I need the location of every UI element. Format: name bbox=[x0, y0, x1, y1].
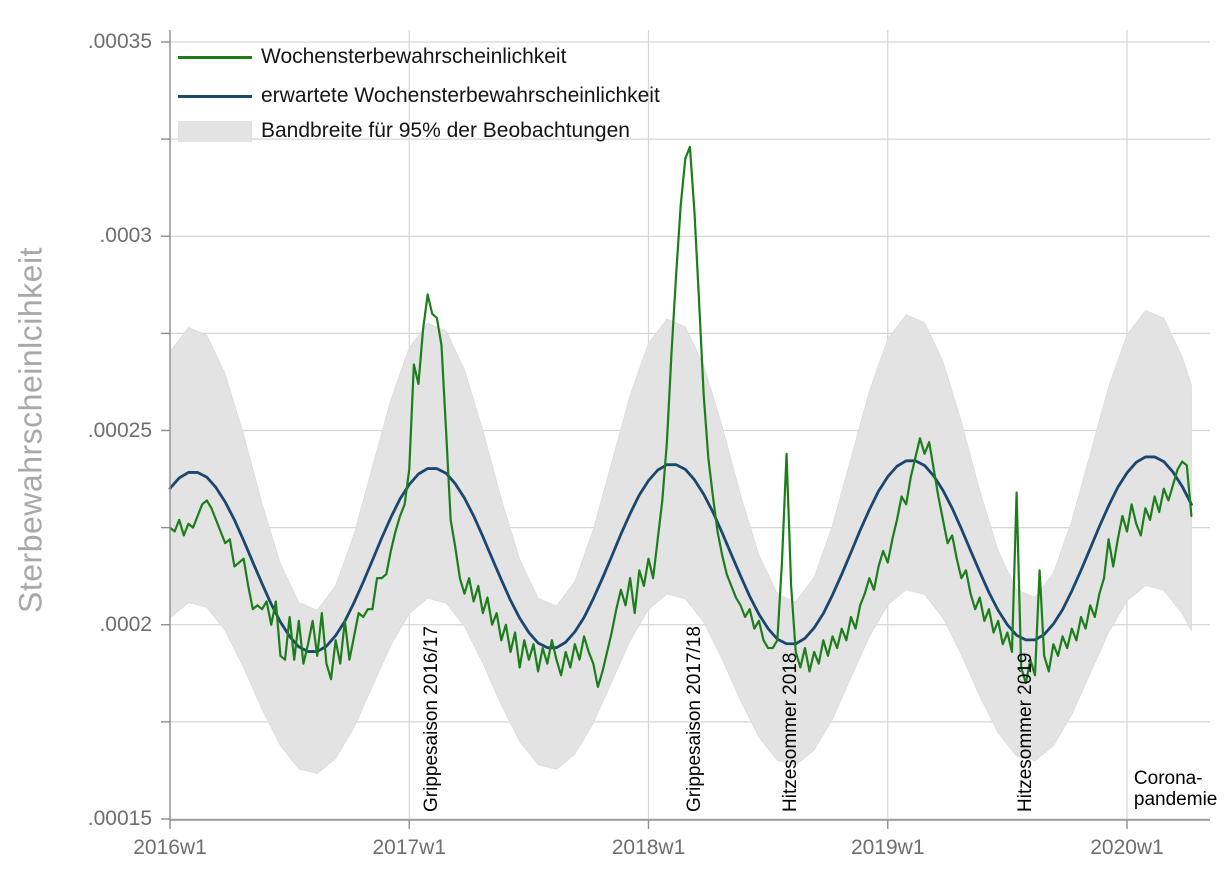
legend-item-band: Bandbreite für 95% der Beobachtungen bbox=[178, 118, 630, 144]
legend-item-observed: Wochensterbewahrscheinlichkeit bbox=[178, 44, 566, 70]
observed-line-swatch bbox=[178, 55, 252, 59]
annotation-line: Corona- bbox=[1133, 768, 1203, 789]
y-tick-label: .0003 bbox=[99, 224, 152, 248]
annotation-heat-summer-2018: Hitzesommer 2018 bbox=[780, 652, 802, 812]
x-tick-label: 2020w1 bbox=[1090, 836, 1164, 859]
expected-line-swatch bbox=[178, 94, 252, 98]
annotation-flu-season-2017-18: Grippesaison 2017/18 bbox=[683, 626, 705, 812]
annotation-heat-summer-2019: Hitzesommer 2019 bbox=[1014, 652, 1036, 812]
annotation-flu-season-2016-17: Grippesaison 2016/17 bbox=[421, 626, 443, 812]
legend-label: Bandbreite für 95% der Beobachtungen bbox=[261, 119, 630, 142]
x-tick-label: 2016w1 bbox=[133, 836, 207, 859]
annotation-line: pandemie bbox=[1133, 789, 1218, 810]
x-tick-label: 2017w1 bbox=[372, 836, 447, 859]
band-swatch bbox=[178, 120, 252, 142]
legend-label: Wochensterbewahrscheinlichkeit bbox=[261, 45, 567, 68]
legend-label: erwartete Wochensterbewahrscheinlichkeit bbox=[261, 84, 660, 107]
annotation-corona-pandemic: Corona- pandemie bbox=[1134, 768, 1217, 810]
legend-item-expected: erwartete Wochensterbewahrscheinlichkeit bbox=[178, 83, 660, 109]
y-tick-label: .00035 bbox=[87, 30, 152, 53]
x-tick-label: 2019w1 bbox=[850, 836, 925, 859]
y-tick-label: .0002 bbox=[99, 612, 152, 636]
confidence-band bbox=[169, 309, 1192, 774]
x-tick-label: 2018w1 bbox=[611, 836, 686, 859]
observed-line bbox=[168, 145, 1193, 689]
y-tick-label: .00025 bbox=[87, 418, 152, 442]
y-tick-label: .00015 bbox=[87, 807, 152, 830]
